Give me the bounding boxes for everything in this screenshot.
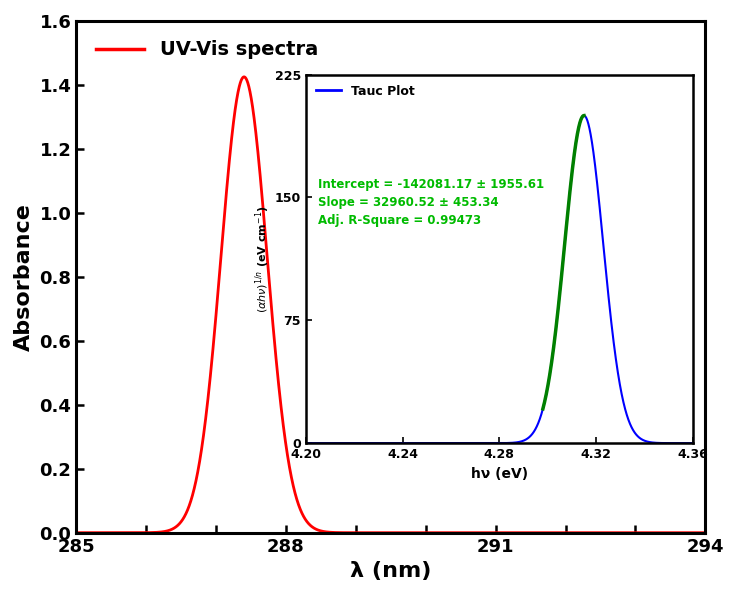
Line: UV-Vis spectra: UV-Vis spectra <box>76 77 706 533</box>
UV-Vis spectra <box>449 529 458 536</box>
UV-Vis spectra <box>72 529 80 536</box>
UV-Vis spectra <box>186 498 195 505</box>
X-axis label: λ (nm): λ (nm) <box>350 561 432 581</box>
UV-Vis spectra <box>481 529 490 536</box>
UV-Vis spectra <box>240 73 249 80</box>
UV-Vis spectra <box>542 529 551 536</box>
UV-Vis spectra <box>589 529 598 536</box>
Y-axis label: Absorbance: Absorbance <box>14 203 34 350</box>
UV-Vis spectra <box>312 526 321 533</box>
Legend: UV-Vis spectra: UV-Vis spectra <box>86 30 328 69</box>
UV-Vis spectra <box>701 529 710 536</box>
